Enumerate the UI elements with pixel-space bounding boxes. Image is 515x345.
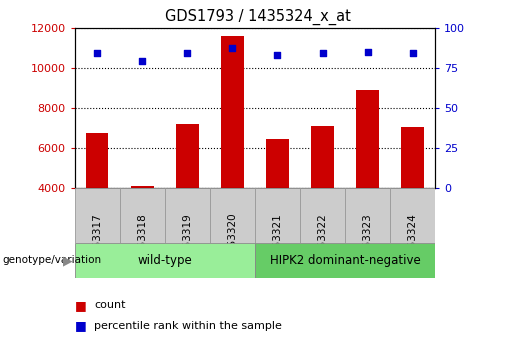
- Point: [408, 50, 417, 56]
- Text: ■: ■: [75, 319, 87, 333]
- Text: GSM53321: GSM53321: [272, 213, 282, 269]
- Text: GSM53320: GSM53320: [228, 213, 237, 269]
- Text: GSM53322: GSM53322: [318, 213, 328, 269]
- Text: percentile rank within the sample: percentile rank within the sample: [94, 321, 282, 331]
- Text: GSM53319: GSM53319: [182, 213, 192, 269]
- Bar: [266, 139, 289, 268]
- Bar: [165, 188, 210, 243]
- Point: [273, 52, 282, 58]
- Bar: [131, 186, 153, 268]
- Point: [318, 50, 327, 56]
- Bar: [300, 188, 345, 243]
- Bar: [401, 127, 424, 268]
- Text: count: count: [94, 300, 126, 310]
- Bar: [390, 188, 435, 243]
- Bar: [356, 90, 379, 268]
- Text: GSM53324: GSM53324: [408, 213, 418, 269]
- Text: genotype/variation: genotype/variation: [3, 256, 101, 265]
- Text: HIPK2 dominant-negative: HIPK2 dominant-negative: [270, 254, 420, 267]
- Point: [93, 50, 101, 56]
- Bar: [176, 124, 199, 268]
- Text: ■: ■: [75, 299, 87, 312]
- Point: [138, 59, 146, 64]
- Text: GDS1793 / 1435324_x_at: GDS1793 / 1435324_x_at: [165, 9, 350, 25]
- Bar: [119, 188, 165, 243]
- Bar: [221, 36, 244, 268]
- Point: [228, 46, 236, 51]
- Point: [183, 50, 192, 56]
- Text: GSM53318: GSM53318: [138, 213, 147, 269]
- Bar: [255, 188, 300, 243]
- Bar: [86, 133, 109, 268]
- Bar: [311, 126, 334, 268]
- Bar: [255, 243, 435, 278]
- Bar: [75, 243, 255, 278]
- Bar: [345, 188, 390, 243]
- Bar: [210, 188, 255, 243]
- Text: wild-type: wild-type: [138, 254, 192, 267]
- Text: GSM53323: GSM53323: [363, 213, 372, 269]
- Text: ▶: ▶: [63, 254, 73, 267]
- Text: GSM53317: GSM53317: [92, 213, 102, 269]
- Bar: [75, 188, 119, 243]
- Point: [364, 49, 372, 55]
